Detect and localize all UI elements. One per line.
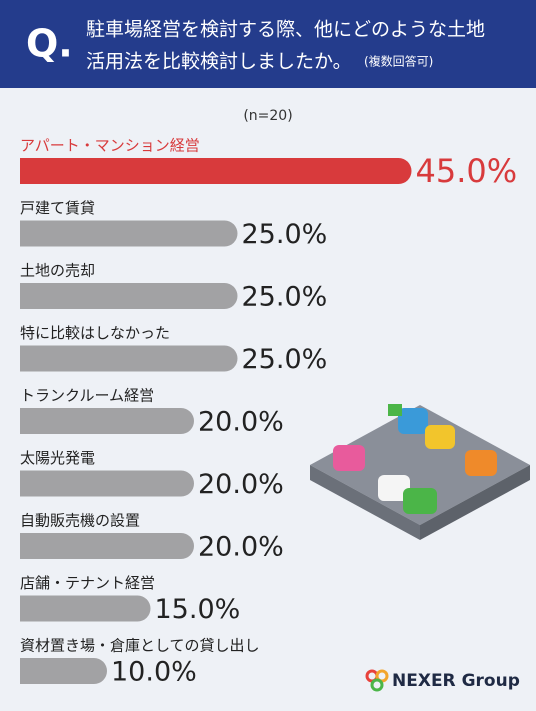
chart-title-line2: 活用法を比較検討しましたか。: [86, 51, 352, 73]
value-label: 25.0%: [242, 219, 328, 250]
value-label: 20.0%: [198, 532, 284, 563]
category-label: 太陽光発電: [20, 449, 95, 467]
category-label: 自動販売機の設置: [20, 512, 140, 530]
bar: [20, 283, 238, 309]
header: [0, 0, 536, 88]
value-label: 20.0%: [198, 407, 284, 438]
note: (n=20): [243, 108, 292, 124]
category-label: アパート・マンション経営: [20, 137, 200, 155]
value-label: 10.0%: [111, 657, 197, 688]
value-label: 25.0%: [242, 282, 328, 313]
category-label: トランクルーム経営: [20, 387, 154, 405]
bar: [20, 533, 194, 559]
value-label: 25.0%: [242, 344, 328, 375]
category-label: 資材置き場・倉庫としての貸し出し: [20, 637, 260, 655]
category-label: 店舗・テナント経営: [20, 574, 155, 592]
bar: [20, 595, 151, 622]
bar: [20, 658, 107, 684]
logo: NEXER Group: [392, 671, 520, 691]
parking-illustration: [310, 404, 530, 540]
category-label: 土地の売却: [20, 262, 95, 280]
bar: [20, 345, 238, 372]
bar: [20, 408, 194, 434]
chart-title: 駐車場経営を検討する際、他にどのような土地: [86, 19, 485, 41]
bar: [20, 158, 412, 184]
subtitle: (複数回答可): [364, 54, 433, 69]
value-label: 45.0%: [416, 152, 518, 190]
value-label: 15.0%: [155, 594, 241, 625]
badge: Q.: [26, 22, 73, 66]
logo-mark: [365, 669, 389, 692]
bar: [20, 220, 238, 247]
category-label: 特に比較はしなかった: [20, 324, 170, 342]
value-label: 20.0%: [198, 469, 284, 500]
category-label: 戸建て賃貸: [20, 199, 95, 217]
bar: [20, 470, 195, 497]
